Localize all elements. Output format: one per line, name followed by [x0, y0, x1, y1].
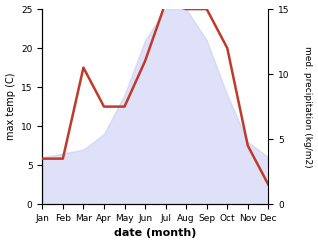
Y-axis label: med. precipitation (kg/m2): med. precipitation (kg/m2) [303, 46, 313, 167]
Y-axis label: max temp (C): max temp (C) [5, 73, 16, 140]
X-axis label: date (month): date (month) [114, 228, 197, 238]
